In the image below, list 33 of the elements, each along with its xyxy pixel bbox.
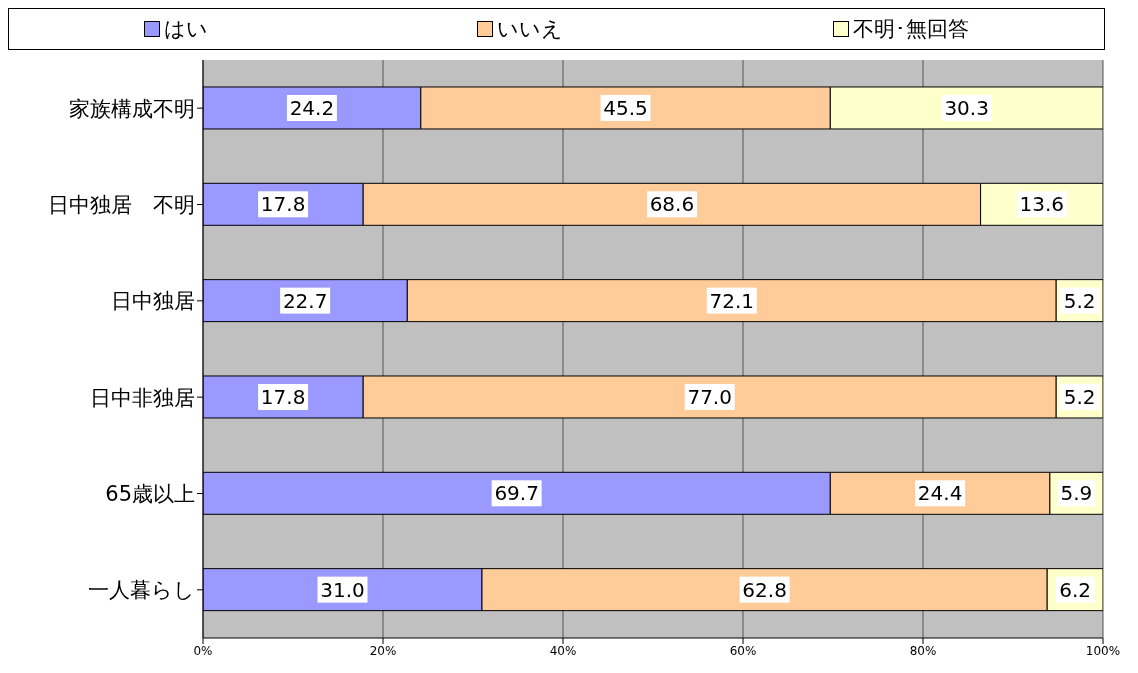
x-tick-label: 100% (1085, 643, 1121, 658)
y-tick-label: 日中非独居 (90, 385, 195, 410)
data-label: 13.6 (1019, 192, 1065, 217)
x-tick-label: 0% (193, 643, 213, 658)
y-tick-label: 日中独居 不明 (48, 192, 195, 217)
data-label: 17.8 (260, 384, 306, 409)
data-label: 24.2 (289, 95, 335, 120)
data-label: 45.5 (603, 95, 648, 120)
legend-label: 不明･無回答 (853, 16, 970, 43)
data-label: 6.2 (1059, 577, 1092, 602)
data-label: 31.0 (320, 577, 365, 602)
y-tick-label: 65歳以上 (105, 481, 195, 506)
data-label: 22.7 (282, 288, 328, 313)
data-label: 5.2 (1063, 384, 1096, 409)
data-label: 69.7 (494, 481, 539, 506)
x-tick-label: 80% (909, 643, 937, 658)
x-tick-label: 60% (729, 643, 757, 658)
data-label: 72.1 (709, 288, 755, 313)
x-tick-label: 20% (369, 643, 397, 658)
y-tick-label: 家族構成不明 (69, 96, 195, 121)
data-label: 5.2 (1063, 288, 1096, 313)
data-label: 62.8 (742, 577, 787, 602)
data-label: 77.0 (687, 384, 732, 409)
data-label: 5.9 (1060, 481, 1093, 506)
y-tick-label: 一人暮らし (88, 578, 195, 603)
legend-label: いいえ (497, 16, 564, 43)
data-label: 68.6 (649, 192, 695, 217)
data-label: 17.8 (260, 192, 306, 217)
x-tick-label: 40% (549, 643, 577, 658)
data-label: 30.3 (944, 95, 989, 120)
legend-label: はい (163, 16, 208, 43)
data-label: 24.4 (917, 481, 963, 506)
y-tick-label: 日中独居 (111, 289, 195, 314)
